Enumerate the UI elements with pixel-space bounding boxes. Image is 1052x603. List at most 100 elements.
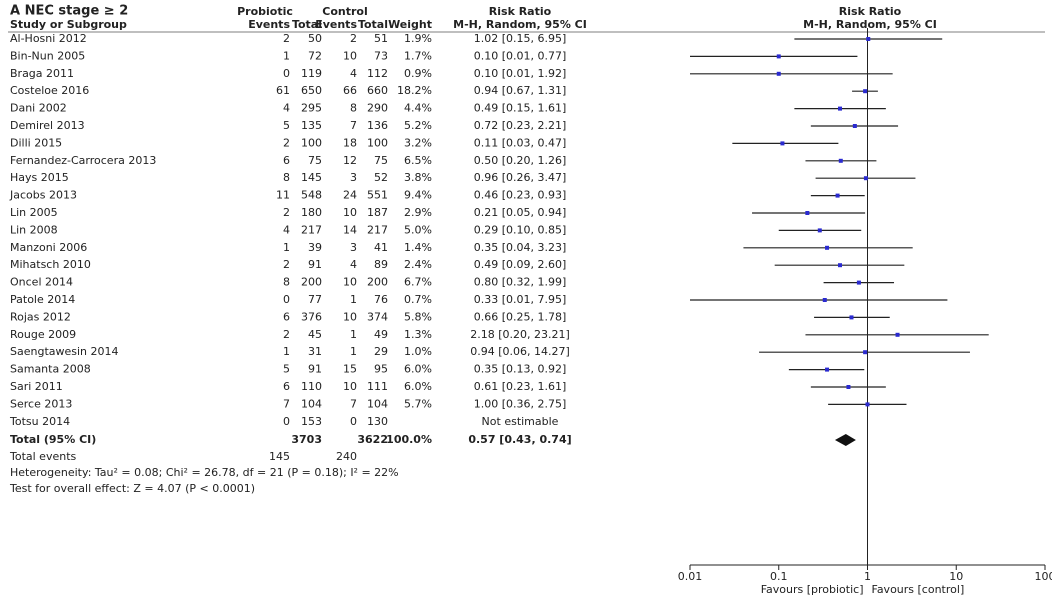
weight: 0.9% (404, 67, 432, 80)
study-name: Dani 2002 (10, 102, 67, 115)
ctl-total: 136 (367, 119, 388, 132)
weight: 1.0% (404, 345, 432, 358)
exp-total: 91 (308, 258, 322, 271)
ctl-total: 290 (367, 102, 388, 115)
weight: 5.8% (404, 310, 432, 323)
exp-total: 100 (301, 136, 322, 149)
exp-events: 61 (276, 84, 290, 97)
exp-events: 6 (283, 154, 290, 167)
study-name: Fernandez-Carrocera 2013 (10, 154, 156, 167)
weight: 0.7% (404, 293, 432, 306)
risk-ratio-label: 1.02 [0.15, 6.95] (474, 32, 567, 45)
exp-events: 0 (283, 293, 290, 306)
risk-ratio-label: 0.46 [0.23, 0.93] (474, 189, 567, 202)
risk-ratio-label: 0.10 [0.01, 0.77] (474, 49, 567, 62)
ctl-events: 10 (343, 206, 357, 219)
ctl-events: 8 (350, 102, 357, 115)
ctl-events: 1 (350, 328, 357, 341)
weight: 3.8% (404, 171, 432, 184)
ctl-total: 100 (367, 136, 388, 149)
weight: 1.3% (404, 328, 432, 341)
study-name: Samanta 2008 (10, 363, 91, 376)
exp-total: 295 (301, 102, 322, 115)
group-header: Risk Ratio (839, 5, 902, 18)
ctl-total: 217 (367, 223, 388, 236)
point-estimate (846, 385, 850, 389)
exp-events: 4 (283, 223, 290, 236)
study-name: Oncel 2014 (10, 276, 73, 289)
weight: 9.4% (404, 189, 432, 202)
exp-total: 200 (301, 276, 322, 289)
study-name: Sari 2011 (10, 380, 63, 393)
ctl-total: 75 (374, 154, 388, 167)
x-tick-label: 10 (949, 570, 963, 583)
risk-ratio-label: 0.94 [0.67, 1.31] (474, 84, 567, 97)
exp-events: 0 (283, 67, 290, 80)
total-events-exp: 145 (269, 450, 290, 463)
ctl-events: 14 (343, 223, 357, 236)
study-name: Manzoni 2006 (10, 241, 87, 254)
exp-events: 1 (283, 345, 290, 358)
weight: 1.9% (404, 32, 432, 45)
total-label: Total (95% CI) (10, 433, 96, 446)
risk-ratio-label: 0.21 [0.05, 0.94] (474, 206, 567, 219)
study-name: Patole 2014 (10, 293, 75, 306)
exp-total: 77 (308, 293, 322, 306)
column-header: M-H, Random, 95% CI (803, 18, 937, 31)
point-estimate (849, 315, 853, 319)
ctl-total: 374 (367, 310, 388, 323)
study-name: Saengtawesin 2014 (10, 345, 119, 358)
ctl-events: 18 (343, 136, 357, 149)
ctl-total: 200 (367, 276, 388, 289)
point-estimate (866, 37, 870, 41)
x-tick-label: 0.01 (678, 570, 703, 583)
exp-total: 650 (301, 84, 322, 97)
exp-total: 104 (301, 397, 322, 410)
total-events-ctl: 240 (336, 450, 357, 463)
weight: 5.2% (404, 119, 432, 132)
ctl-events: 24 (343, 189, 357, 202)
exp-total: 145 (301, 171, 322, 184)
exp-total: 180 (301, 206, 322, 219)
ctl-events: 10 (343, 380, 357, 393)
ctl-events: 66 (343, 84, 357, 97)
favours-left: Favours [probiotic] (761, 583, 864, 596)
ctl-total: 104 (367, 397, 388, 410)
total-events-label: Total events (9, 450, 77, 463)
total-weight: 100.0% (386, 433, 432, 446)
exp-events: 2 (283, 32, 290, 45)
column-header: Events (315, 18, 357, 31)
ctl-total: 52 (374, 171, 388, 184)
point-estimate (825, 368, 829, 372)
exp-total: 45 (308, 328, 322, 341)
risk-ratio-label: 0.49 [0.09, 2.60] (474, 258, 567, 271)
chart-title: A NEC stage ≥ 2 (10, 4, 128, 19)
point-estimate (818, 228, 822, 232)
weight: 6.7% (404, 276, 432, 289)
study-name: Demirel 2013 (10, 119, 85, 132)
ctl-total: 660 (367, 84, 388, 97)
point-estimate (857, 281, 861, 285)
weight: 2.4% (404, 258, 432, 271)
ctl-total: 112 (367, 67, 388, 80)
column-header: Total (358, 18, 388, 31)
overall-effect: Test for overall effect: Z = 4.07 (P < 0… (9, 482, 255, 495)
point-estimate (839, 159, 843, 163)
weight: 1.4% (404, 241, 432, 254)
point-estimate (836, 194, 840, 198)
exp-total: 135 (301, 119, 322, 132)
group-header: Control (322, 5, 367, 18)
study-name: Lin 2005 (10, 206, 58, 219)
total-ctl: 3622 (357, 433, 388, 446)
group-header: Probiotic (237, 5, 293, 18)
study-name: Hays 2015 (10, 171, 69, 184)
x-tick-label: 1 (864, 570, 871, 583)
risk-ratio-label: 0.29 [0.10, 0.85] (474, 223, 567, 236)
study-name: Totsu 2014 (9, 415, 70, 428)
x-tick-label: 0.1 (770, 570, 788, 583)
ctl-total: 41 (374, 241, 388, 254)
point-estimate (780, 141, 784, 145)
exp-events: 1 (283, 241, 290, 254)
risk-ratio-label: 0.66 [0.25, 1.78] (474, 310, 567, 323)
ctl-events: 10 (343, 310, 357, 323)
